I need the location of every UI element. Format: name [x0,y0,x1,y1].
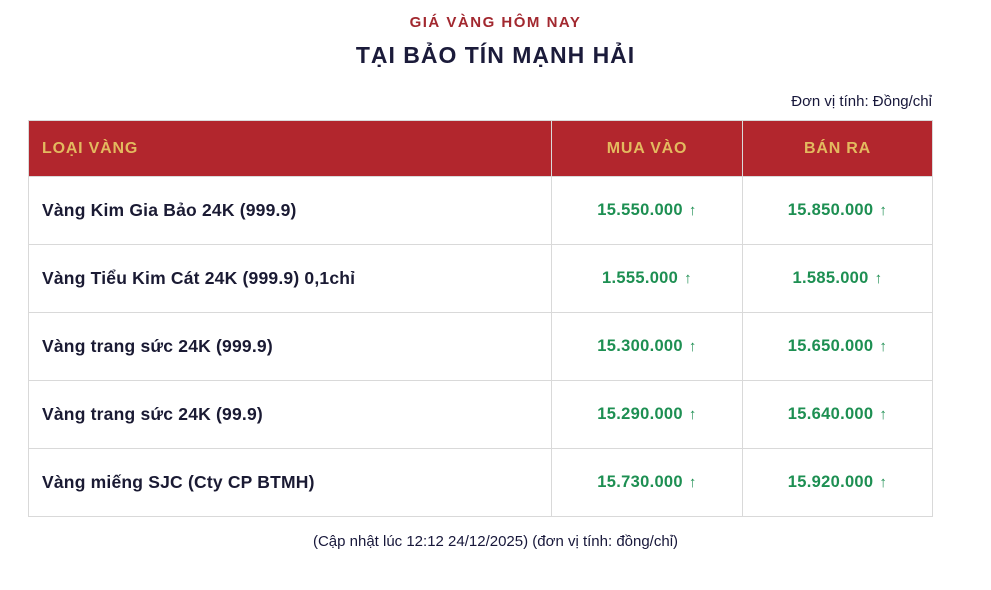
up-arrow-icon: ↑ [874,270,883,287]
up-arrow-icon: ↑ [879,406,888,423]
update-note: (Cập nhật lúc 12:12 24/12/2025) (đơn vị … [312,533,679,550]
buy-price-value: 15.550.000 [597,201,683,219]
buy-price-cell: 15.550.000 ↑ [551,176,743,245]
table-row: Vàng trang sức 24K (999.9) 15.300.000 ↑ 1… [28,312,933,381]
sell-price-cell: 15.650.000 ↑ [742,312,933,381]
buy-price-value: 15.290.000 [597,405,683,423]
table-row: Vàng Tiểu Kim Cát 24K (999.9) 0,1chỉ 1.5… [28,244,933,313]
buy-price-value: 15.300.000 [597,337,683,355]
sell-price-cell: 1.585.000 ↑ [742,244,933,313]
sell-price-value: 15.920.000 [787,473,874,491]
gold-type-cell: Vàng Kim Gia Bảo 24K (999.9) [28,176,552,245]
page-subtitle: GIÁ VÀNG HÔM NAY [409,14,582,31]
table-row: Vàng trang sức 24K (99.9) 15.290.000 ↑ 15… [28,380,933,449]
sell-price-value: 15.850.000 [787,201,874,219]
sell-price-value: 15.650.000 [787,337,874,355]
up-arrow-icon: ↑ [688,338,697,355]
table-row: Vàng miếng SJC (Cty CP BTMH) 15.730.000 ↑… [28,448,933,517]
gold-type-cell: Vàng Tiểu Kim Cát 24K (999.9) 0,1chỉ [28,244,552,313]
up-arrow-icon: ↑ [688,474,697,491]
gold-type-cell: Vàng trang sức 24K (999.9) [28,312,552,381]
gold-price-page: GIÁ VÀNG HÔM NAY TẠI BẢO TÍN MẠNH HẢI Đơ… [28,14,933,550]
gold-price-table: LOẠI VÀNG MUA VÀO BÁN RA Vàng Kim Gia Bả… [28,120,933,517]
sell-price-cell: 15.850.000 ↑ [742,176,933,245]
column-header-gold-type: LOẠI VÀNG [28,120,552,177]
page-title: TẠI BẢO TÍN MẠNH HẢI [355,42,636,68]
gold-type-cell: Vàng miếng SJC (Cty CP BTMH) [28,448,552,517]
buy-price-cell: 15.730.000 ↑ [551,448,743,517]
buy-price-cell: 15.290.000 ↑ [551,380,743,449]
sell-price-value: 15.640.000 [787,405,874,423]
unit-note: Đơn vị tính: Đồng/chỉ [791,93,932,110]
column-header-sell: BÁN RA [742,120,933,177]
sell-price-cell: 15.920.000 ↑ [742,448,933,517]
column-header-buy: MUA VÀO [551,120,743,177]
up-arrow-icon: ↑ [879,474,888,491]
sell-price-value: 1.585.000 [792,269,869,287]
buy-price-value: 15.730.000 [597,473,683,491]
buy-price-cell: 1.555.000 ↑ [551,244,743,313]
up-arrow-icon: ↑ [688,202,697,219]
up-arrow-icon: ↑ [684,270,692,287]
up-arrow-icon: ↑ [879,202,888,219]
buy-price-value: 1.555.000 [602,269,679,287]
sell-price-cell: 15.640.000 ↑ [742,380,933,449]
buy-price-cell: 15.300.000 ↑ [551,312,743,381]
up-arrow-icon: ↑ [879,338,888,355]
gold-type-cell: Vàng trang sức 24K (99.9) [28,380,552,449]
table-header-row: LOẠI VÀNG MUA VÀO BÁN RA [28,120,933,177]
table-row: Vàng Kim Gia Bảo 24K (999.9) 15.550.000 ↑… [28,176,933,245]
up-arrow-icon: ↑ [688,406,697,423]
